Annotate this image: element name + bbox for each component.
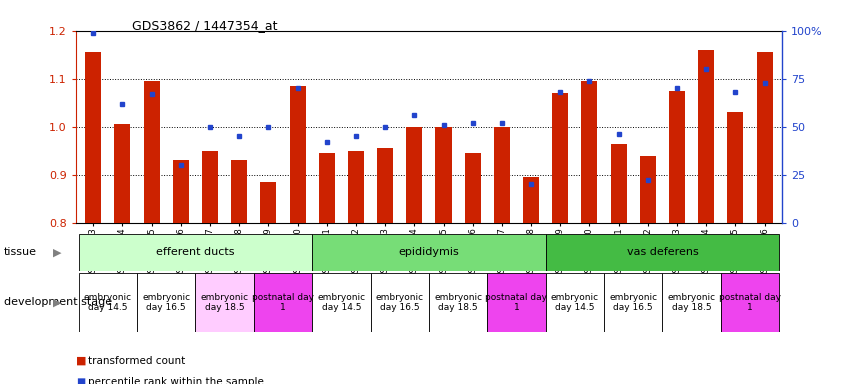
Bar <box>195 273 254 332</box>
Bar <box>137 273 195 332</box>
Text: postnatal day
1: postnatal day 1 <box>485 293 547 312</box>
Text: embryonic
day 14.5: embryonic day 14.5 <box>551 293 599 312</box>
Bar <box>254 273 312 332</box>
Text: postnatal day
1: postnatal day 1 <box>719 293 781 312</box>
Text: development stage: development stage <box>4 297 113 308</box>
Bar <box>553 93 569 223</box>
Text: efferent ducts: efferent ducts <box>156 247 235 258</box>
Bar <box>757 52 773 223</box>
Text: vas deferens: vas deferens <box>627 247 698 258</box>
Text: embryonic
day 14.5: embryonic day 14.5 <box>84 293 132 312</box>
Bar <box>581 81 597 223</box>
Text: ■: ■ <box>76 377 85 384</box>
Bar <box>202 151 218 223</box>
Text: embryonic
day 16.5: embryonic day 16.5 <box>142 293 190 312</box>
Bar <box>114 124 130 223</box>
Bar <box>289 86 305 223</box>
Text: transformed count: transformed count <box>88 356 186 366</box>
Text: epididymis: epididymis <box>399 247 459 258</box>
Bar <box>640 156 656 223</box>
Bar <box>611 144 627 223</box>
Bar <box>78 234 312 271</box>
Bar <box>312 234 546 271</box>
Bar <box>371 273 429 332</box>
Text: embryonic
day 14.5: embryonic day 14.5 <box>317 293 365 312</box>
Bar <box>523 177 539 223</box>
Bar <box>727 112 743 223</box>
Text: postnatal day
1: postnatal day 1 <box>252 293 314 312</box>
Bar <box>721 273 780 332</box>
Bar <box>172 161 189 223</box>
Text: embryonic
day 18.5: embryonic day 18.5 <box>668 293 716 312</box>
Bar <box>465 153 481 223</box>
Bar <box>261 182 277 223</box>
Bar <box>377 148 393 223</box>
Bar <box>348 151 364 223</box>
Text: tissue: tissue <box>4 247 37 258</box>
Text: embryonic
day 16.5: embryonic day 16.5 <box>376 293 424 312</box>
Text: ▶: ▶ <box>53 247 61 258</box>
Bar <box>546 273 604 332</box>
Text: ■: ■ <box>76 356 86 366</box>
Bar <box>144 81 160 223</box>
Bar <box>85 52 101 223</box>
Bar <box>604 273 663 332</box>
Bar <box>669 91 685 223</box>
Bar <box>429 273 487 332</box>
Text: embryonic
day 16.5: embryonic day 16.5 <box>609 293 658 312</box>
Bar <box>312 273 371 332</box>
Text: embryonic
day 18.5: embryonic day 18.5 <box>200 293 249 312</box>
Text: embryonic
day 18.5: embryonic day 18.5 <box>434 293 482 312</box>
Text: percentile rank within the sample: percentile rank within the sample <box>88 377 264 384</box>
Bar <box>494 127 510 223</box>
Text: ▶: ▶ <box>53 297 61 308</box>
Bar <box>546 234 780 271</box>
Bar <box>487 273 546 332</box>
Bar <box>698 50 714 223</box>
Bar <box>436 127 452 223</box>
Bar <box>319 153 335 223</box>
Bar <box>406 127 422 223</box>
Bar <box>231 161 247 223</box>
Bar <box>663 273 721 332</box>
Text: GDS3862 / 1447354_at: GDS3862 / 1447354_at <box>132 19 278 32</box>
Bar <box>78 273 137 332</box>
